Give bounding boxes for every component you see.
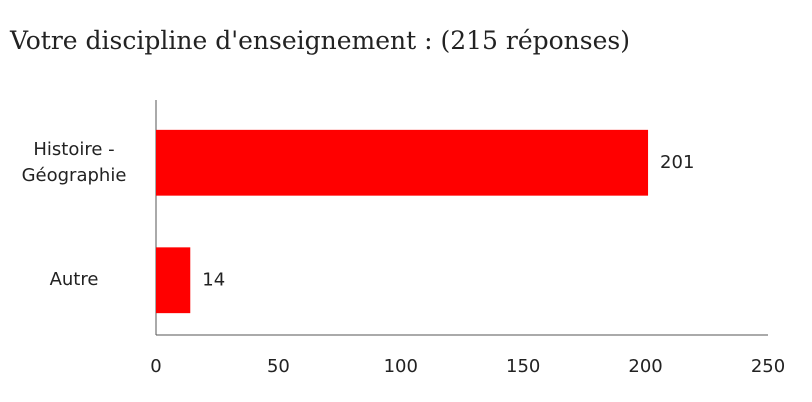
x-tick-label: 0 (150, 356, 161, 377)
y-tick-label: Autre (49, 269, 99, 291)
chart-title: Votre discipline d'enseignement : (215 r… (10, 26, 630, 55)
x-tick-label: 200 (628, 356, 662, 377)
x-tick-label: 50 (267, 356, 290, 377)
x-tick-label: 100 (384, 356, 418, 377)
y-tick-label: Histoire - Géographie (21, 138, 127, 186)
bar (156, 247, 191, 314)
value-label: 201 (660, 152, 694, 173)
x-tick-label: 250 (751, 356, 785, 377)
bar (156, 129, 649, 196)
value-label: 14 (202, 269, 225, 290)
x-tick-label: 150 (506, 356, 540, 377)
